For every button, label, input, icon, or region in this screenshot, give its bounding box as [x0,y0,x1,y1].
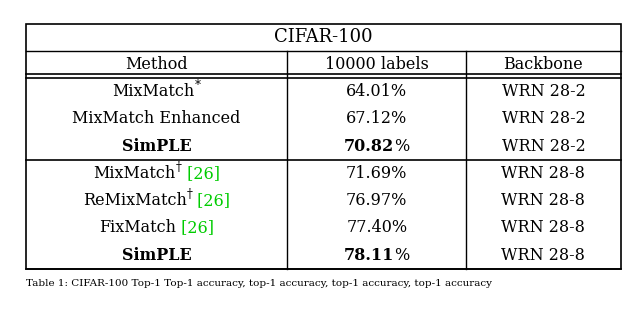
Text: %: % [394,138,410,155]
Text: †: † [186,188,193,201]
Text: MixMatch: MixMatch [113,83,195,100]
Text: WRN 28-8: WRN 28-8 [502,165,586,182]
Text: SimPLE: SimPLE [122,138,191,155]
Text: *: * [195,79,201,92]
Text: 77.40%: 77.40% [346,219,407,237]
Text: [26]: [26] [193,192,230,209]
Text: MixMatch Enhanced: MixMatch Enhanced [72,111,241,127]
Text: 67.12%: 67.12% [346,111,408,127]
Text: 76.97%: 76.97% [346,192,408,209]
Text: MixMatch: MixMatch [93,165,176,182]
Text: Table 1: CIFAR-100 Top-1 Top-1 accuracy, top-1 accuracy, top-1 accuracy, top-1 a: Table 1: CIFAR-100 Top-1 Top-1 accuracy,… [26,279,492,288]
Text: ReMixMatch: ReMixMatch [83,192,186,209]
Text: †: † [176,161,182,174]
Text: Backbone: Backbone [504,56,583,73]
Text: %: % [394,247,410,264]
Text: FixMatch: FixMatch [99,219,176,237]
Text: WRN 28-8: WRN 28-8 [502,219,586,237]
Text: WRN 28-2: WRN 28-2 [502,138,586,155]
Text: CIFAR-100: CIFAR-100 [274,28,372,46]
Text: 78.11: 78.11 [344,247,394,264]
Bar [26,24,621,269]
Text: SimPLE: SimPLE [122,247,191,264]
Text: 64.01%: 64.01% [346,83,407,100]
Text: WRN 28-2: WRN 28-2 [502,83,586,100]
Text: 71.69%: 71.69% [346,165,408,182]
Text: [26]: [26] [182,165,220,182]
Text: WRN 28-8: WRN 28-8 [502,247,586,264]
Text: WRN 28-2: WRN 28-2 [502,111,586,127]
Text: 10000 labels: 10000 labels [325,56,429,73]
Text: WRN 28-8: WRN 28-8 [502,192,586,209]
Text: [26]: [26] [176,219,214,237]
Text: Method: Method [125,56,188,73]
Text: 70.82: 70.82 [344,138,394,155]
